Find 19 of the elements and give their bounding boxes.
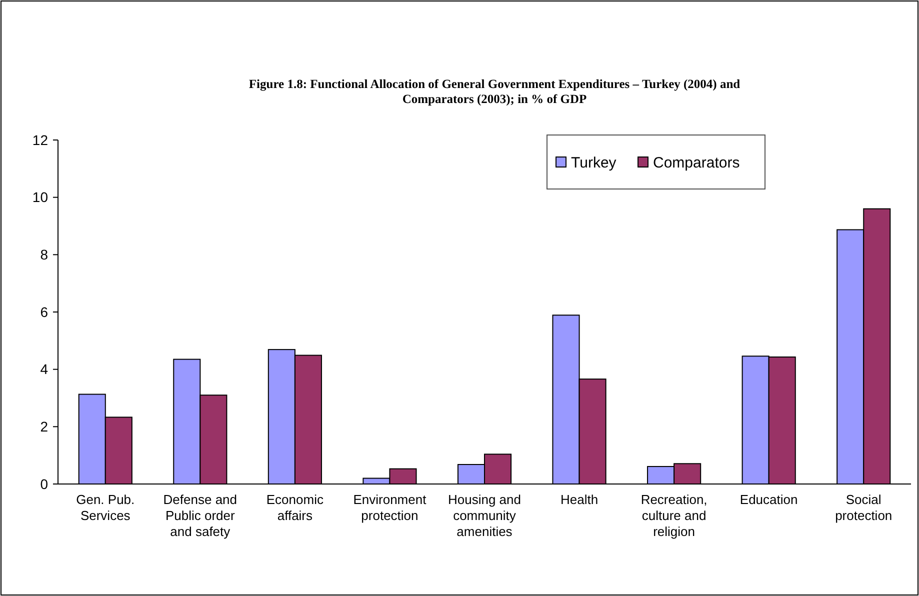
- y-tick-label: 10: [32, 189, 48, 206]
- x-tick-label: Housing and community amenities: [448, 492, 521, 539]
- x-tick-label: Defense and Public order and safety: [163, 492, 238, 539]
- x-tick-label: Economic affairs: [266, 492, 324, 523]
- chart-title: Figure 1.8: Functional Allocation of General Government Expenditures – Turkey (2004) and Comparators (2003); in % of GDP: [248, 77, 740, 106]
- x-tick-label: Gen. Pub. Services: [76, 492, 135, 523]
- y-tick-label: 2: [40, 418, 48, 435]
- x-tick-label: Health: [560, 492, 598, 507]
- x-tick-label: Environment protection: [353, 492, 427, 523]
- x-tick-label: Recreation, culture and religion: [640, 492, 708, 539]
- y-tick-label: 12: [32, 132, 48, 148]
- legend-label: Comparators: [653, 154, 740, 172]
- legend-label: Turkey: [571, 154, 617, 172]
- y-tick-label: 4: [40, 361, 48, 378]
- x-tick-label: Education: [740, 492, 798, 507]
- y-tick-label: 0: [40, 476, 48, 492]
- x-tick-label: Social protection: [835, 492, 892, 523]
- y-tick-label: 8: [40, 246, 48, 263]
- y-tick-label: 6: [40, 304, 48, 320]
